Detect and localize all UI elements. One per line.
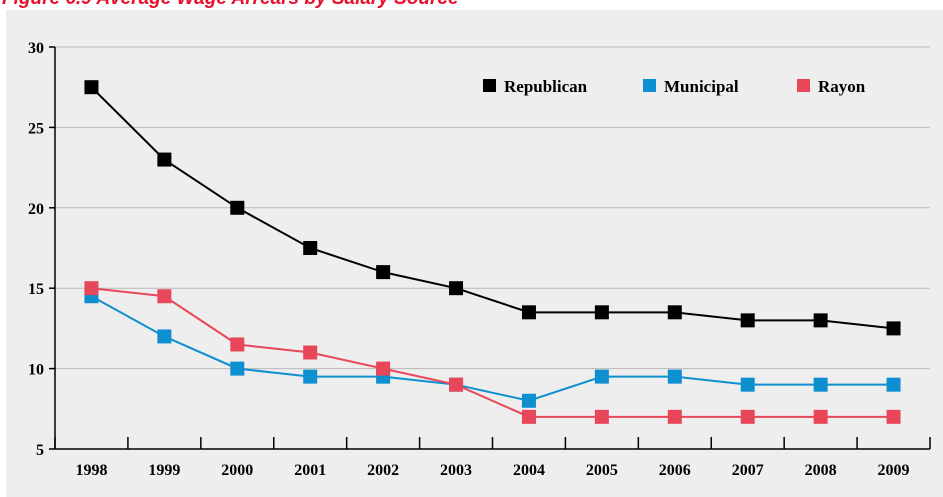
data-point-rayon	[740, 409, 755, 424]
x-tick-label: 2002	[367, 462, 399, 479]
data-point-municipal	[813, 377, 828, 392]
legend-label-republican: Republican	[504, 77, 588, 96]
data-point-rayon	[376, 361, 391, 376]
x-tick-label: 2005	[586, 462, 618, 479]
data-point-municipal	[594, 369, 609, 384]
data-point-republican	[594, 305, 609, 320]
data-point-republican	[667, 305, 682, 320]
data-point-rayon	[594, 409, 609, 424]
figure-title-strip: Figure 6.9 Average Wage Arrears by Salar…	[0, 0, 943, 10]
y-tick-label: 20	[28, 201, 44, 218]
data-point-republican	[886, 321, 901, 336]
figure-title: Figure 6.9 Average Wage Arrears by Salar…	[2, 0, 459, 10]
x-tick-label: 1999	[148, 462, 180, 479]
data-point-rayon	[449, 377, 464, 392]
data-point-municipal	[303, 369, 318, 384]
data-point-rayon	[157, 289, 172, 304]
series-line-republican	[90, 86, 894, 330]
data-point-republican	[376, 265, 391, 280]
data-point-republican	[84, 80, 99, 95]
x-tick-label: 2009	[878, 462, 910, 479]
x-tick-label: 2006	[659, 462, 691, 479]
legend-swatch-municipal	[643, 79, 656, 92]
data-point-rayon	[886, 409, 901, 424]
data-point-municipal	[667, 369, 682, 384]
data-point-rayon	[84, 281, 99, 296]
data-point-republican	[157, 152, 172, 167]
data-point-rayon	[230, 337, 245, 352]
series-line-municipal	[90, 295, 894, 402]
legend-swatch-rayon	[797, 79, 810, 92]
data-point-rayon	[813, 409, 828, 424]
x-tick-label: 2003	[440, 462, 472, 479]
series-line-rayon	[91, 287, 894, 418]
x-tick-label: 2004	[513, 462, 545, 479]
x-tick-label: 2000	[221, 462, 253, 479]
data-point-municipal	[740, 377, 755, 392]
data-point-municipal	[521, 393, 536, 408]
x-tick-label: 2007	[732, 462, 764, 479]
y-tick-label: 5	[36, 442, 44, 459]
data-point-republican	[521, 305, 536, 320]
chart-panel	[6, 10, 943, 497]
legend-label-municipal: Municipal	[664, 77, 739, 96]
data-point-rayon	[521, 409, 536, 424]
data-point-municipal	[886, 377, 901, 392]
data-point-republican	[740, 313, 755, 328]
data-point-rayon	[303, 345, 318, 360]
y-tick-label: 30	[28, 40, 44, 57]
legend-swatch-republican	[483, 79, 496, 92]
x-tick-label: 2001	[294, 462, 326, 479]
data-point-republican	[303, 241, 318, 255]
x-tick-label: 2008	[805, 462, 837, 479]
data-point-municipal	[230, 361, 245, 376]
data-point-republican	[813, 313, 828, 328]
data-point-republican	[230, 200, 245, 215]
legend-label-rayon: Rayon	[818, 77, 866, 96]
x-tick-label: 1998	[75, 462, 107, 479]
data-point-municipal	[157, 329, 172, 344]
data-point-republican	[449, 281, 464, 296]
data-point-rayon	[667, 409, 682, 424]
y-tick-label: 25	[28, 120, 44, 137]
y-tick-label: 10	[28, 362, 44, 379]
y-tick-label: 15	[28, 281, 44, 298]
